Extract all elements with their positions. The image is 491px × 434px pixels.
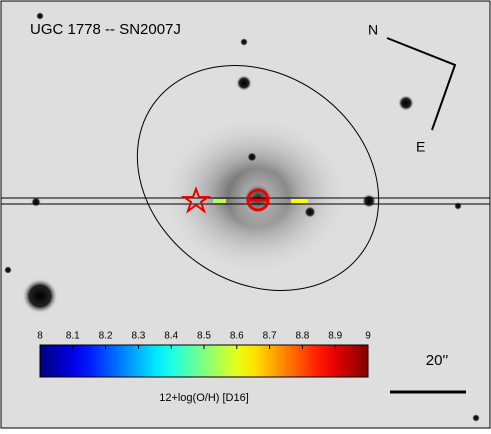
colorbar-tick-label: 8.3 (131, 331, 145, 342)
sn-position (180, 186, 212, 214)
compass-north: N (368, 22, 378, 38)
colorbar-tick-label: 8.9 (328, 331, 342, 342)
colorbar-label: 12+log(O/H) [D16] (159, 392, 249, 404)
field-stars (4, 12, 480, 422)
aperture-ellipse (136, 65, 380, 291)
colorbar-tick-label: 8.7 (263, 331, 277, 342)
colorbar-tick-label: 8.1 (66, 331, 80, 342)
colorbar-tick-label: 8.4 (164, 331, 178, 342)
colorbar-tick-label: 8 (37, 331, 43, 342)
compass (386, 37, 457, 131)
colorbar-tick-label: 8.6 (230, 331, 244, 342)
title: UGC 1778 -- SN2007J (30, 21, 181, 38)
colorbar-tick-label: 9 (365, 331, 371, 342)
slit (1, 197, 490, 205)
colorbar (39, 344, 369, 378)
scale-bar-label: 20'' (426, 352, 449, 369)
colorbar-tick-label: 8.8 (295, 331, 309, 342)
colorbar-tick-label: 8.5 (197, 331, 211, 342)
colorbar-tick-label: 8.2 (99, 331, 113, 342)
compass-east: E (416, 139, 425, 155)
